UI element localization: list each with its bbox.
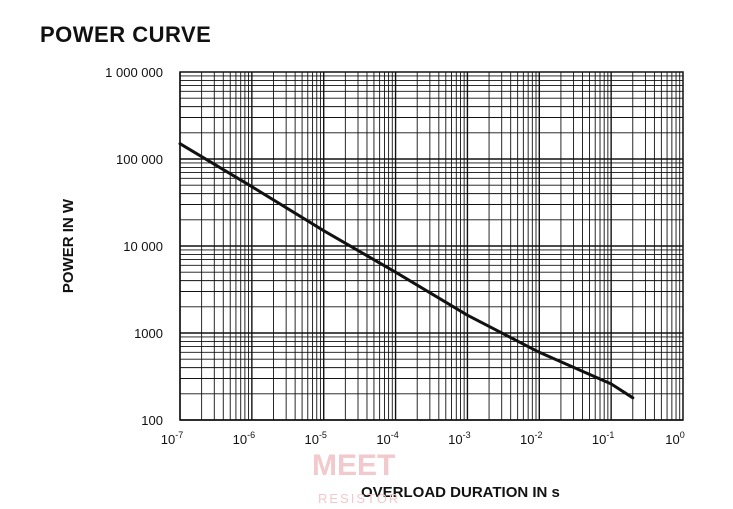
y-tick-label: 1 000 000 [105, 65, 163, 80]
y-tick-label: 10 000 [123, 239, 163, 254]
series-group [178, 142, 635, 400]
y-axis-label: POWER IN W [60, 198, 77, 293]
watermark-meet: MEET [312, 449, 395, 482]
page-title: POWER CURVE [40, 22, 212, 47]
x-tick-label: 10-1 [592, 430, 614, 447]
x-tick-label: 10-5 [304, 430, 326, 447]
power-curve-line [178, 142, 635, 400]
x-tick-label: 10-2 [520, 430, 542, 447]
y-tick-label: 100 [141, 413, 163, 428]
y-tick-label: 1000 [134, 326, 163, 341]
plot-frame [179, 71, 684, 421]
grid [179, 72, 683, 421]
x-tick-label: 10-6 [233, 430, 255, 447]
x-tick-label: 10-3 [448, 430, 470, 447]
y-tick-label: 100 000 [116, 152, 163, 167]
watermark-resistor: RESISTOR [318, 491, 400, 506]
x-tick-label: 100 [665, 430, 684, 447]
x-axis-label: OVERLOAD DURATION IN s [361, 484, 560, 501]
x-tick-labels: 10-7 10-6 10-5 10-4 10-3 10-2 10-1 100 [161, 430, 685, 447]
y-tick-labels: 100 1000 10 000 100 000 1 000 000 [105, 65, 163, 428]
x-tick-label: 10-7 [161, 430, 183, 447]
x-tick-label: 10-4 [376, 430, 398, 447]
